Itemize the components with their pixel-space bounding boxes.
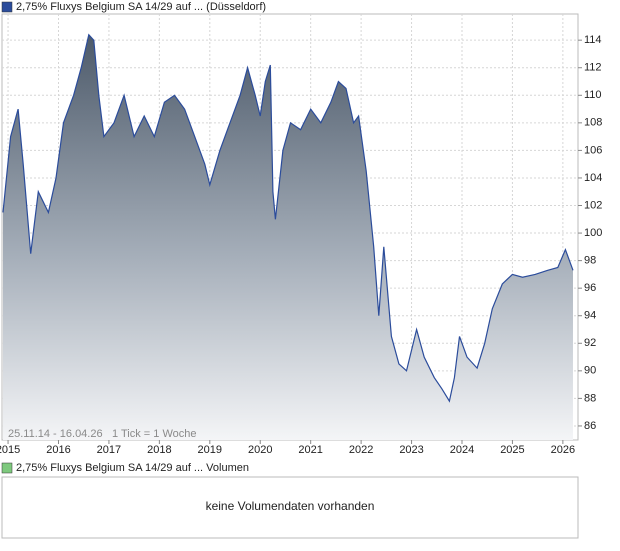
- y-tick-label: 108: [584, 117, 602, 129]
- y-tick-label: 114: [584, 34, 602, 46]
- y-tick-label: 90: [584, 365, 596, 377]
- price-line: [2, 33, 574, 403]
- legend-swatch: [1, 462, 13, 474]
- y-tick-label: 102: [584, 199, 602, 211]
- y-tick-label: 112: [584, 62, 602, 74]
- y-tick-label: 94: [584, 310, 596, 322]
- y-tick-label: 86: [584, 420, 596, 432]
- volume-frame: [1, 476, 579, 539]
- y-tick-label: 98: [584, 255, 596, 267]
- y-tick-label: 92: [584, 337, 596, 349]
- y-tick-label: 110: [584, 89, 602, 101]
- x-tick-label: 2024: [450, 444, 474, 456]
- x-tick-label: 2021: [298, 444, 322, 456]
- area-fill: [3, 34, 573, 440]
- x-tick-label: 2025: [500, 444, 524, 456]
- x-tick-label: 2018: [147, 444, 171, 456]
- y-tick-label: 104: [584, 172, 602, 184]
- volume-legend: 2,75% Fluxys Belgium SA 14/29 auf ... Vo…: [16, 462, 249, 474]
- legend-label: 2,75% Fluxys Belgium SA 14/29 auf ... (D…: [16, 1, 266, 13]
- x-tick-label: 2015: [0, 444, 20, 456]
- x-tick-label: 2017: [97, 444, 121, 456]
- x-tick-label: 2026: [551, 444, 575, 456]
- x-tick-label: 2020: [248, 444, 272, 456]
- y-tick-label: 100: [584, 227, 602, 239]
- y-tick-label: 88: [584, 392, 596, 404]
- x-tick-label: 2023: [399, 444, 423, 456]
- volume-message: keine Volumendaten vorhanden: [206, 499, 375, 513]
- legend-swatch: [1, 1, 13, 13]
- tick-note: 1 Tick = 1 Woche: [112, 428, 196, 440]
- x-tick-label: 2019: [198, 444, 222, 456]
- x-tick-label: 2016: [46, 444, 70, 456]
- y-tick-label: 106: [584, 144, 602, 156]
- date-range: 25.11.14 - 16.04.26: [8, 428, 103, 440]
- y-tick-label: 96: [584, 282, 596, 294]
- x-tick-label: 2022: [349, 444, 373, 456]
